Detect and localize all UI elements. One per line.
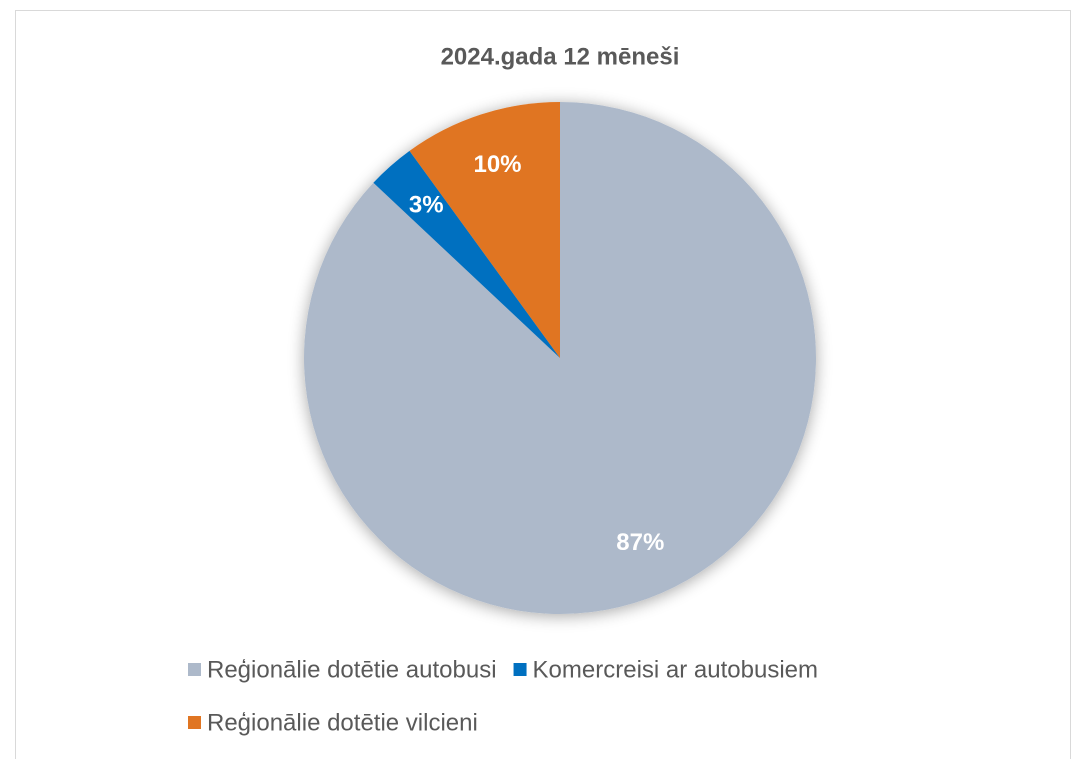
legend-label: Reģionālie dotētie autobusi bbox=[207, 656, 497, 683]
pie bbox=[303, 102, 817, 614]
pie-slice bbox=[373, 150, 560, 358]
data-label: 87% bbox=[616, 529, 664, 556]
pie-slice bbox=[409, 102, 560, 358]
legend-swatch bbox=[513, 663, 527, 676]
legend-label: Komercreisi ar autobusiem bbox=[533, 656, 818, 683]
legend-swatch bbox=[188, 663, 201, 676]
data-label: 3% bbox=[409, 192, 444, 219]
legend-label: Reģionālie dotētie vilcieni bbox=[207, 709, 478, 736]
chart-title: 2024.gada 12 mēneši bbox=[441, 43, 680, 70]
data-label: 10% bbox=[473, 151, 521, 178]
legend-swatch bbox=[188, 716, 201, 729]
